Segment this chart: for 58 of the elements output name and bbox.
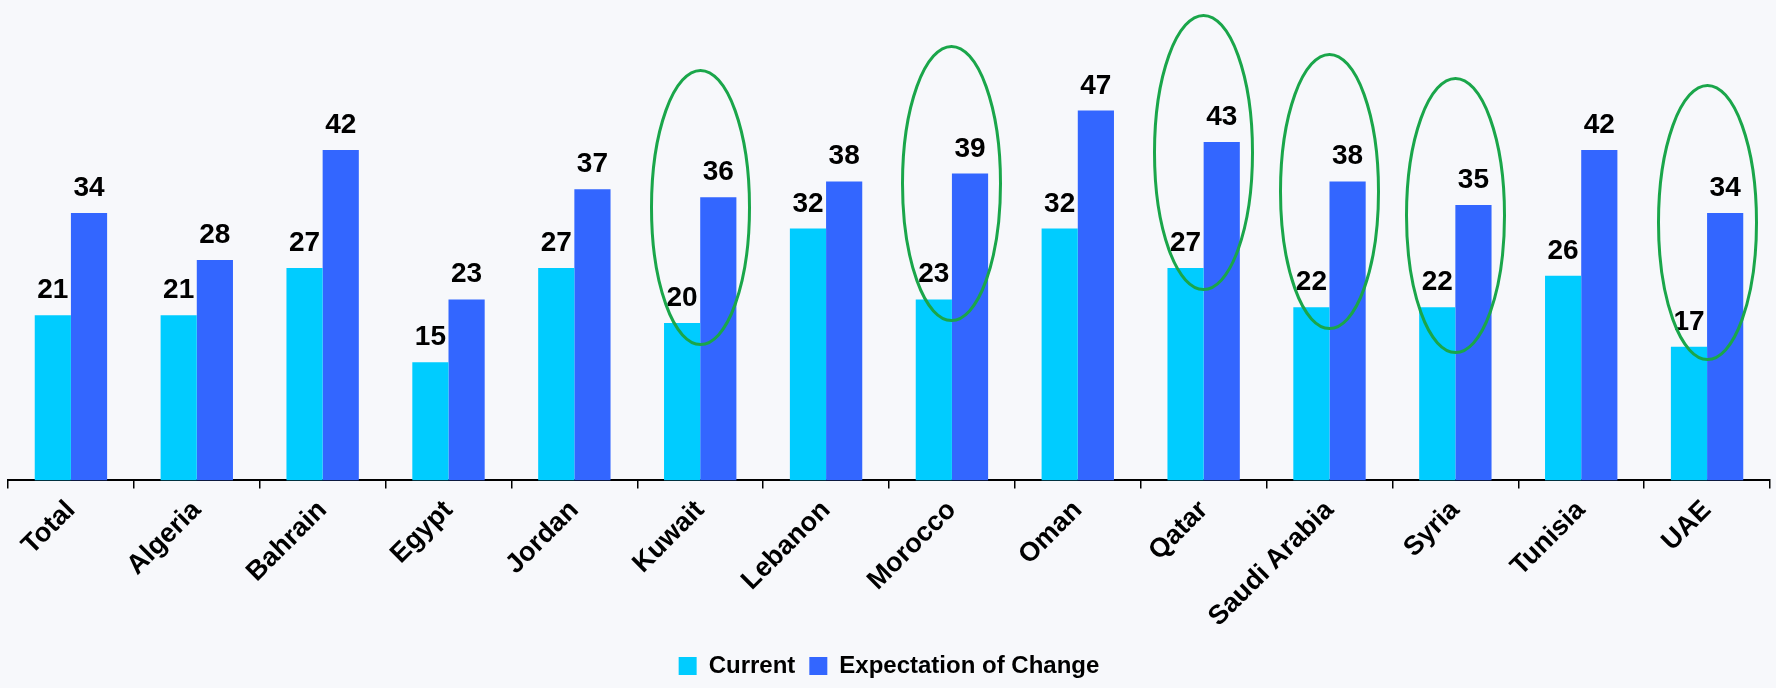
- bar: [789, 228, 827, 481]
- data-label: 35: [1457, 163, 1490, 195]
- bar: [160, 315, 197, 481]
- data-label: 37: [576, 147, 609, 179]
- data-label: 15: [414, 320, 446, 352]
- data-label: 22: [1295, 265, 1327, 297]
- bar: [448, 299, 485, 481]
- data-label: 32: [792, 186, 824, 218]
- bar: [700, 197, 737, 481]
- data-label: 28: [199, 218, 231, 250]
- bar: [538, 267, 575, 481]
- bar: [1203, 142, 1240, 481]
- legend-label: Current: [708, 650, 796, 678]
- data-label: 42: [1583, 107, 1615, 139]
- bar: [664, 323, 701, 481]
- bar: [1293, 307, 1330, 481]
- bar: [34, 315, 71, 481]
- data-label: 42: [325, 107, 357, 139]
- bar: [1419, 307, 1456, 481]
- data-label: 27: [540, 225, 572, 257]
- bar: [322, 149, 359, 481]
- data-label: 39: [954, 131, 986, 163]
- bar: [1041, 228, 1078, 481]
- data-label: 47: [1080, 68, 1112, 100]
- bar: [286, 267, 323, 481]
- data-label: 21: [163, 273, 195, 305]
- data-label: 36: [702, 155, 734, 187]
- bar: [1670, 346, 1708, 481]
- bar: [1581, 149, 1618, 481]
- bar: [1167, 267, 1204, 481]
- data-label: 27: [1169, 225, 1202, 257]
- bar: [915, 299, 952, 481]
- data-label: 43: [1206, 100, 1238, 132]
- bar: [1455, 205, 1492, 481]
- data-label: 22: [1421, 265, 1453, 297]
- data-label: 20: [666, 281, 698, 313]
- data-label: 17: [1673, 304, 1705, 336]
- data-label: 23: [918, 257, 950, 289]
- bar: [412, 362, 449, 481]
- data-label: 34: [73, 170, 106, 202]
- bar: [70, 212, 108, 481]
- bar: [1707, 212, 1744, 481]
- data-label: 27: [288, 225, 321, 257]
- data-label: 34: [1709, 170, 1742, 202]
- bar: [1077, 110, 1114, 481]
- legend-label: Expectation of Change: [839, 650, 1100, 678]
- data-label: 32: [1044, 186, 1076, 218]
- bar: [1545, 275, 1582, 481]
- bar: [826, 181, 863, 481]
- data-label: 23: [451, 257, 483, 289]
- bar: [951, 173, 989, 481]
- bar: [196, 260, 233, 481]
- data-label: 38: [828, 139, 860, 171]
- data-label: 21: [37, 273, 69, 305]
- bar: [1329, 181, 1366, 481]
- bar: [574, 189, 611, 481]
- data-label: 26: [1547, 233, 1579, 265]
- data-label: 38: [1332, 139, 1364, 171]
